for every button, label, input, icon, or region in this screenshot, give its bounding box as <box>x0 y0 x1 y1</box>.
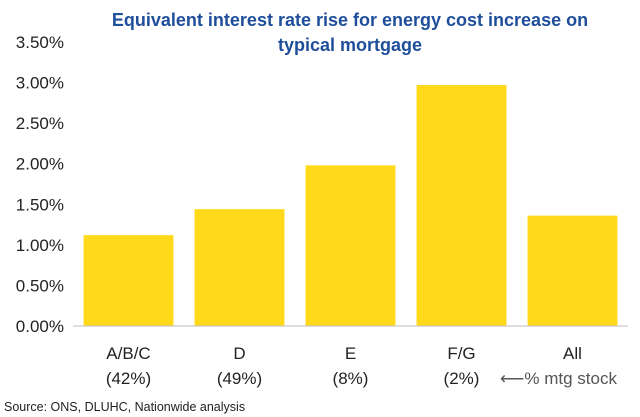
category-share-label: (49%) <box>217 369 262 388</box>
category-label: F/G <box>447 344 475 363</box>
category-label: E <box>345 344 356 363</box>
category-label: D <box>233 344 245 363</box>
bar <box>194 209 285 326</box>
bar <box>416 85 507 327</box>
category-label: All <box>563 344 582 363</box>
y-tick-label: 2.00% <box>16 155 64 174</box>
y-tick-label: 0.00% <box>16 317 64 336</box>
y-tick-label: 1.00% <box>16 236 64 255</box>
y-tick-label: 1.50% <box>16 195 64 214</box>
source-note: Source: ONS, DLUHC, Nationwide analysis <box>4 400 245 414</box>
bar <box>527 215 618 326</box>
y-axis-tick-labels: 0.00% 0.50% 1.00% 1.50% 2.00% 2.50% 3.00% 3.50% <box>16 33 64 336</box>
category-label: A/B/C <box>106 344 150 363</box>
share-note: ⟵% mtg stock <box>500 369 617 388</box>
y-tick-label: 2.50% <box>16 114 64 133</box>
bar <box>305 165 396 326</box>
y-tick-label: 3.50% <box>16 33 64 52</box>
x-axis-category-labels: A/B/C (42%) D (49%) E (8%) F/G (2%) All <box>106 344 582 388</box>
y-tick-label: 3.00% <box>16 74 64 93</box>
y-tick-label: 0.50% <box>16 276 64 295</box>
category-share-label: (8%) <box>333 369 369 388</box>
chart-title-line-1: Equivalent interest rate rise for energy… <box>112 10 588 30</box>
category-share-label: (42%) <box>106 369 151 388</box>
bar <box>83 235 174 326</box>
chart-title-line-2: typical mortgage <box>278 35 422 55</box>
category-share-label: (2%) <box>444 369 480 388</box>
bars <box>83 85 618 327</box>
